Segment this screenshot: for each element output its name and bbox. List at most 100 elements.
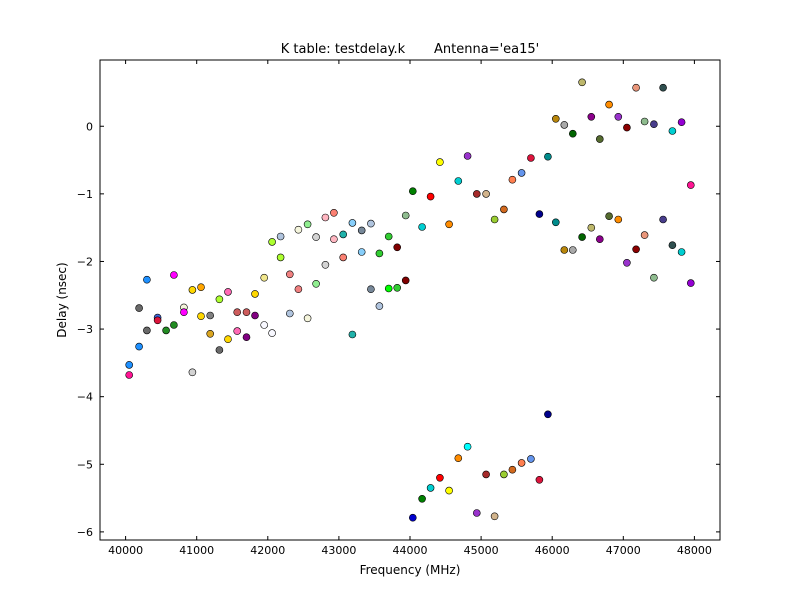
data-point [614,113,623,121]
data-point [500,205,508,214]
data-point [623,258,631,267]
data-point [659,83,667,92]
data-point [677,248,686,256]
data-point [401,276,410,285]
data-point [188,286,197,294]
y-axis: 0 −1 −2 −3 −4 −5 −6 [77,120,720,539]
data-point [170,271,178,279]
data-point [321,260,330,269]
points-layer [125,78,695,522]
data-point [686,279,695,287]
data-point [578,233,586,241]
data-point [605,100,613,109]
data-point [445,486,453,495]
data-point [233,308,241,317]
data-point [251,290,259,298]
data-point [268,329,276,337]
data-point [677,118,686,126]
x-tick-label: 46000 [535,544,570,557]
data-point [568,246,577,254]
data-point [188,368,197,377]
data-point [595,235,604,243]
data-point [668,127,677,135]
data-point [375,302,384,310]
data-point [330,209,338,217]
data-point [508,175,517,184]
data-point [384,284,393,293]
data-point [242,308,251,317]
data-point [312,279,320,288]
x-tick-label: 40000 [108,544,143,557]
x-tick-label: 43000 [321,544,356,557]
data-point [640,231,649,239]
data-point [233,327,241,335]
data-point [490,215,499,224]
data-point [143,326,151,335]
data-point [527,154,535,162]
data-point [224,288,232,296]
data-point [339,230,348,239]
y-tick-label: −3 [77,323,93,336]
data-point [560,246,569,254]
data-point [640,117,649,126]
data-point [632,245,640,254]
data-point [260,273,269,282]
data-point [384,232,393,241]
data-point [260,321,269,329]
data-point [224,335,232,344]
data-point [357,226,366,235]
data-point [517,459,526,467]
data-point [135,304,143,312]
data-point [560,121,569,129]
data-point [276,253,285,262]
data-point [668,241,677,249]
data-point [490,512,499,521]
y-tick-label: −6 [77,526,93,539]
x-tick-label: 47000 [606,544,641,557]
y-tick-label: −4 [77,391,93,404]
data-point [632,83,640,92]
data-point [408,513,417,522]
data-point [285,309,294,318]
data-point [508,465,517,474]
data-point [587,223,596,232]
data-point [436,473,444,482]
data-point [614,215,623,224]
data-point [367,219,375,228]
data-point [426,484,435,492]
plot-frame [99,59,721,541]
data-point [321,213,330,222]
x-axis-label: Frequency (MHz) [360,563,461,577]
data-point [463,152,472,160]
data-point [595,135,604,143]
data-point [206,311,214,320]
data-point [303,314,312,323]
data-point [197,312,205,321]
data-point [125,371,133,379]
data-point [303,220,312,229]
x-tick-label: 42000 [250,544,285,557]
data-point [551,115,560,123]
data-point [294,285,303,294]
x-axis: 40000 41000 42000 43000 44000 45000 46000 47000… [108,60,712,557]
chart-title: K table: testdelay.k Antenna='ea15' [281,42,540,57]
data-point [472,190,481,198]
data-point [242,333,251,342]
data-point [401,211,410,220]
data-point [454,177,463,185]
x-tick-label: 48000 [677,544,712,557]
data-point [482,470,490,479]
data-point [348,330,357,339]
data-point [500,470,508,479]
data-point [454,454,463,463]
x-tick-label: 41000 [179,544,214,557]
x-tick-label: 45000 [464,544,499,557]
y-tick-label: −2 [77,255,93,268]
data-point [472,509,481,517]
data-point [463,442,472,451]
data-point [312,233,320,241]
data-point [294,225,303,234]
data-point [659,215,667,224]
data-point [339,253,348,262]
